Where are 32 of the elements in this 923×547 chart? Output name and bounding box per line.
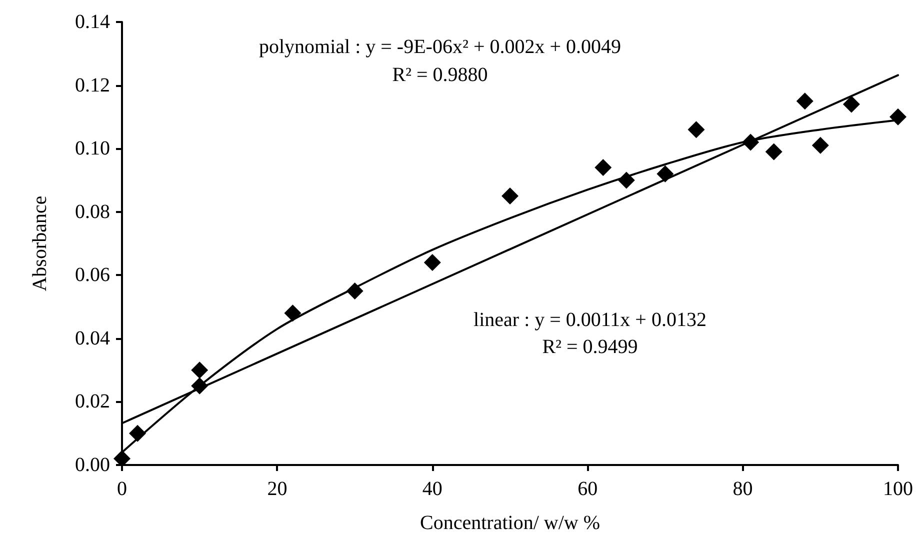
x-axis-title: Concentration/ w/w %: [420, 512, 600, 534]
point: [890, 108, 906, 126]
annotation: R² = 0.9880: [392, 64, 488, 86]
point: [502, 188, 518, 205]
x-tick-label: 20: [267, 478, 288, 500]
point: [812, 136, 829, 154]
x-tick-label: 60: [578, 478, 598, 500]
annotation: linear : y = 0.0011x + 0.0132: [474, 309, 706, 331]
y-tick-label: 0.10: [75, 138, 110, 160]
y-tick-label: 0.14: [75, 11, 110, 33]
x-tick-label: 100: [883, 478, 913, 500]
point: [191, 362, 208, 379]
point: [114, 450, 130, 468]
point: [594, 159, 612, 176]
x-tick-label: 40: [422, 478, 442, 500]
y-axis-title: Absorbance: [29, 196, 51, 292]
x-tick-label: 80: [732, 478, 753, 500]
y-tick-label: 0.12: [75, 74, 110, 96]
point: [842, 96, 860, 113]
point: [424, 254, 441, 271]
y-tick-label: 0.04: [75, 327, 110, 350]
annotation: R² = 0.9499: [542, 336, 638, 358]
y-tick-label: 0.00: [75, 454, 110, 476]
point: [688, 121, 705, 138]
y-tick-label: 0.06: [75, 264, 110, 286]
annotation: polynomial : y = -9E-06x² + 0.002x + 0.0049: [258, 36, 622, 58]
x-tick-label: 0: [117, 478, 127, 500]
y-tick-label: 0.02: [75, 390, 110, 413]
point: [765, 143, 782, 160]
y-tick-label: 0.08: [75, 200, 110, 223]
point: [796, 92, 814, 110]
point: [284, 304, 302, 322]
